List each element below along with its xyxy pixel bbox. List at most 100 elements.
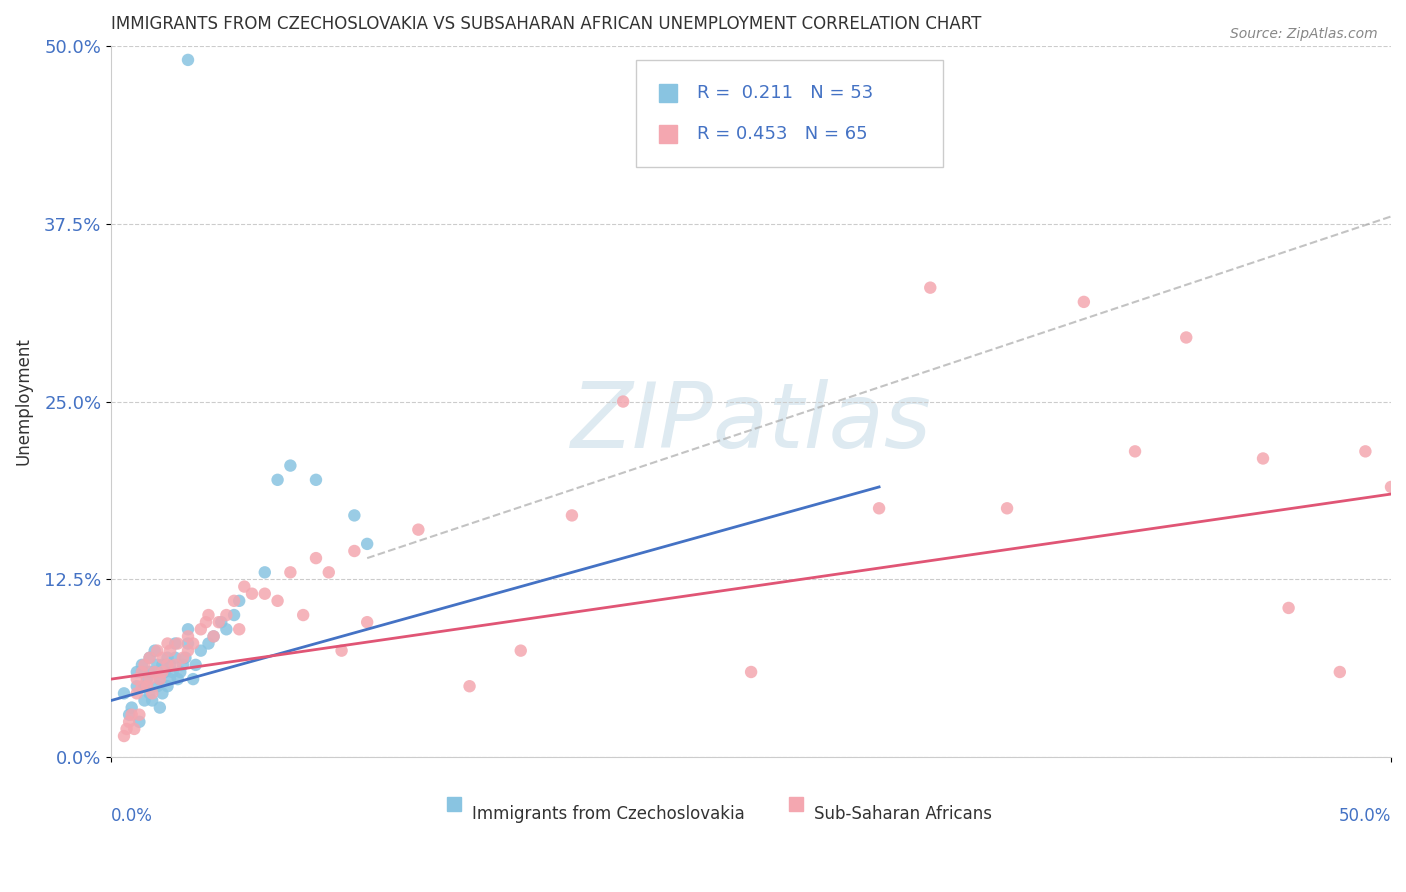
Text: Sub-Saharan Africans: Sub-Saharan Africans	[814, 805, 991, 823]
Point	[280, 566, 302, 580]
Point	[174, 650, 197, 665]
Point	[292, 608, 315, 623]
Point	[1251, 451, 1274, 466]
Point	[177, 53, 200, 67]
Point	[181, 636, 204, 650]
Point	[266, 473, 288, 487]
Point	[343, 508, 366, 523]
Point	[134, 657, 156, 672]
Point	[138, 665, 160, 679]
Point	[121, 700, 143, 714]
Point	[128, 714, 150, 729]
Point	[458, 679, 481, 693]
Text: Immigrants from Czechoslovakia: Immigrants from Czechoslovakia	[472, 805, 745, 823]
Point	[190, 622, 212, 636]
Point	[1278, 601, 1301, 615]
Point	[253, 566, 276, 580]
Point	[1073, 294, 1095, 309]
Point	[1379, 480, 1402, 494]
Point	[1329, 665, 1351, 679]
Point	[125, 672, 148, 686]
Point	[202, 629, 225, 643]
Point	[125, 686, 148, 700]
Point	[112, 729, 135, 743]
Point	[149, 700, 172, 714]
Point	[115, 722, 138, 736]
Point	[118, 707, 141, 722]
Point	[152, 686, 174, 700]
Point	[112, 686, 135, 700]
Point	[408, 523, 430, 537]
Point	[166, 672, 188, 686]
Point	[131, 665, 153, 679]
Point	[177, 636, 200, 650]
Point	[356, 537, 378, 551]
Point	[920, 280, 942, 294]
Point	[138, 686, 160, 700]
Point	[868, 501, 890, 516]
Point	[146, 679, 169, 693]
Point	[165, 650, 187, 665]
Point	[138, 650, 160, 665]
Point	[141, 686, 163, 700]
Point	[134, 693, 156, 707]
Point	[172, 650, 194, 665]
Point	[222, 594, 245, 608]
Point	[177, 643, 200, 657]
Point	[280, 458, 302, 473]
Point	[138, 672, 160, 686]
Point	[228, 594, 250, 608]
Point	[561, 508, 583, 523]
Text: IMMIGRANTS FROM CZECHOSLOVAKIA VS SUBSAHARAN AFRICAN UNEMPLOYMENT CORRELATION CH: IMMIGRANTS FROM CZECHOSLOVAKIA VS SUBSAH…	[111, 15, 981, 33]
Point	[208, 615, 231, 630]
Point	[153, 665, 176, 679]
Point	[1123, 444, 1146, 458]
Point	[156, 657, 179, 672]
Point	[149, 672, 172, 686]
Point	[156, 679, 179, 693]
Text: 50.0%: 50.0%	[1339, 807, 1391, 825]
Point	[318, 566, 340, 580]
Point	[1175, 330, 1198, 344]
Point	[240, 587, 263, 601]
Point	[215, 608, 238, 623]
Point	[134, 679, 156, 693]
Point	[149, 672, 172, 686]
Text: 0.0%: 0.0%	[111, 807, 153, 825]
Point	[156, 650, 179, 665]
Point	[1354, 444, 1376, 458]
Text: Source: ZipAtlas.com: Source: ZipAtlas.com	[1230, 27, 1378, 41]
Point	[197, 608, 219, 623]
Point	[146, 643, 169, 657]
Point	[121, 707, 143, 722]
Point	[166, 636, 188, 650]
Text: R =  0.211   N = 53: R = 0.211 N = 53	[697, 84, 873, 102]
Point	[131, 665, 153, 679]
Point	[172, 657, 194, 672]
Text: R = 0.453   N = 65: R = 0.453 N = 65	[697, 125, 868, 143]
Point	[202, 629, 225, 643]
Point	[152, 665, 174, 679]
Point	[169, 665, 191, 679]
Point	[995, 501, 1018, 516]
Point	[215, 622, 238, 636]
Text: ZIPatlas: ZIPatlas	[571, 379, 932, 467]
Point	[143, 665, 166, 679]
Point	[156, 636, 179, 650]
Point	[305, 473, 328, 487]
Point	[305, 551, 328, 566]
Point	[228, 622, 250, 636]
Point	[165, 657, 187, 672]
Point	[181, 672, 204, 686]
Point	[143, 643, 166, 657]
Point	[266, 594, 288, 608]
Point	[177, 629, 200, 643]
FancyBboxPatch shape	[636, 60, 943, 167]
Point	[343, 544, 366, 558]
Point	[138, 650, 160, 665]
Point	[197, 636, 219, 650]
Point	[184, 657, 207, 672]
Point	[165, 636, 187, 650]
Point	[125, 665, 148, 679]
Point	[136, 672, 159, 686]
